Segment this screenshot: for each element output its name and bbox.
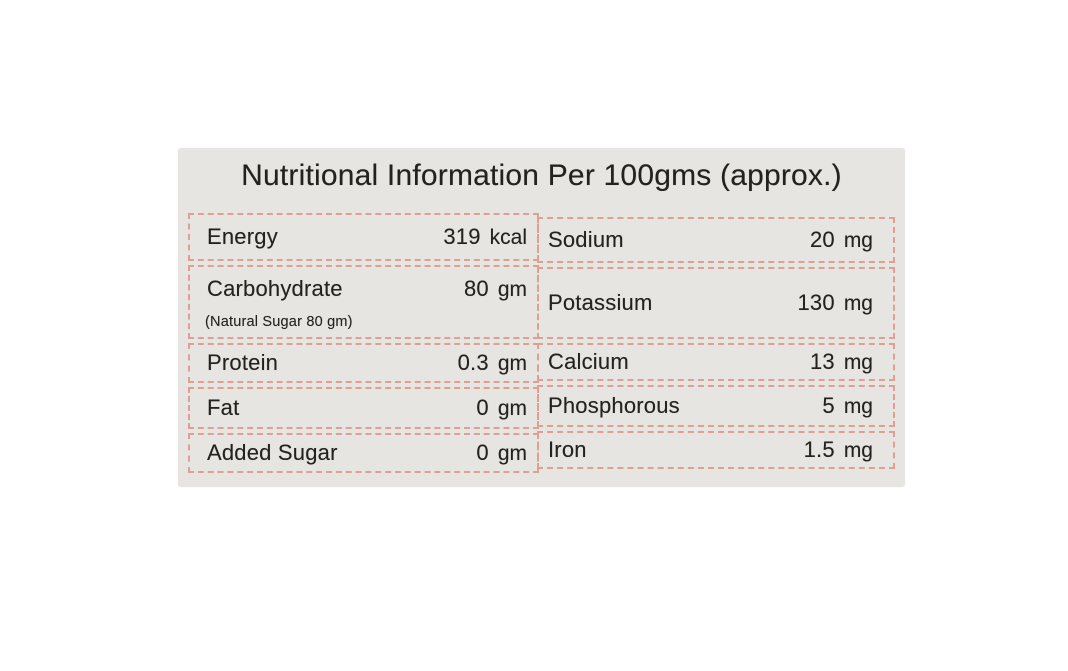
nutrient-value: 0.3 gm <box>458 350 527 376</box>
nutrient-name: Fat <box>207 395 240 420</box>
nutrient-amount: 1.5 <box>803 437 835 462</box>
nutrient-unit: gm <box>497 352 527 375</box>
natural-sugar-note: (Natural Sugar 80 gm) <box>205 314 353 330</box>
nutrient-value: 130 mg <box>798 290 874 316</box>
table-row-sodium: Sodium 20 mg <box>537 217 895 263</box>
table-row-added-sugar: Added Sugar 0 gm <box>188 433 539 473</box>
nutrient-amount: 0.3 <box>457 350 489 375</box>
nutrient-unit: gm <box>497 397 527 420</box>
table-row-protein: Protein 0.3 gm <box>188 343 539 383</box>
table-row-phosphorous: Phosphorous 5 mg <box>537 385 895 427</box>
nutrient-name: Added Sugar <box>207 440 338 465</box>
nutrient-name: Energy <box>207 224 278 249</box>
nutrition-title: Nutritional Information Per 100gms (appr… <box>241 159 842 192</box>
nutrient-unit: mg <box>843 439 873 462</box>
nutrient-value: 0 gm <box>476 395 527 421</box>
nutrient-name: Sodium <box>548 227 624 252</box>
nutrient-value: 1.5 mg <box>804 437 873 463</box>
nutrient-name: Phosphorous <box>548 393 680 418</box>
nutrient-value: 13 mg <box>810 349 873 375</box>
nutrition-table-right: Sodium 20 mg Potassium 130 mg Calcium 13 mg… <box>537 217 895 473</box>
table-row-iron: Iron 1.5 mg <box>537 431 895 469</box>
nutrient-amount: 319 <box>443 224 481 249</box>
nutrient-unit: gm <box>497 442 527 465</box>
nutrient-amount: 80 <box>463 276 489 301</box>
nutrient-amount: 0 <box>476 440 489 465</box>
nutrient-name: Protein <box>207 350 279 375</box>
nutrient-unit: mg <box>843 292 873 315</box>
nutrient-unit: kcal <box>489 226 527 249</box>
table-row-fat: Fat 0 gm <box>188 387 539 429</box>
nutrient-unit: gm <box>497 278 527 301</box>
nutrient-amount: 130 <box>797 290 835 315</box>
nutrient-unit: mg <box>843 229 873 252</box>
nutrient-amount: 13 <box>809 349 835 374</box>
nutrient-unit: mg <box>843 395 873 418</box>
nutrient-unit: mg <box>843 351 873 374</box>
nutrient-name: Calcium <box>548 349 629 374</box>
nutrition-label: Nutritional Information Per 100gms (appr… <box>178 148 905 487</box>
table-row-energy: Energy 319 kcal <box>188 213 539 261</box>
nutrient-value: 5 mg <box>822 393 873 419</box>
nutrient-name: Potassium <box>548 290 653 315</box>
nutrient-amount: 0 <box>476 395 489 420</box>
nutrient-name: Carbohydrate <box>207 276 343 301</box>
nutrient-value: 80 gm <box>464 276 527 302</box>
nutrient-amount: 20 <box>809 227 835 252</box>
nutrient-value: 20 mg <box>810 227 873 253</box>
nutrition-tables: Energy 319 kcal Carbohydrate 80 gm (Natura… <box>188 213 895 473</box>
nutrient-value: 0 gm <box>476 440 527 466</box>
table-row-calcium: Calcium 13 mg <box>537 343 895 381</box>
table-row-potassium: Potassium 130 mg <box>537 267 895 339</box>
nutrient-name: Iron <box>548 437 587 462</box>
table-row-carbohydrate: Carbohydrate 80 gm (Natural Sugar 80 gm) <box>188 265 539 339</box>
nutrition-table-left: Energy 319 kcal Carbohydrate 80 gm (Natura… <box>188 213 539 473</box>
nutrient-value: 319 kcal <box>443 224 527 250</box>
nutrient-amount: 5 <box>822 393 835 418</box>
